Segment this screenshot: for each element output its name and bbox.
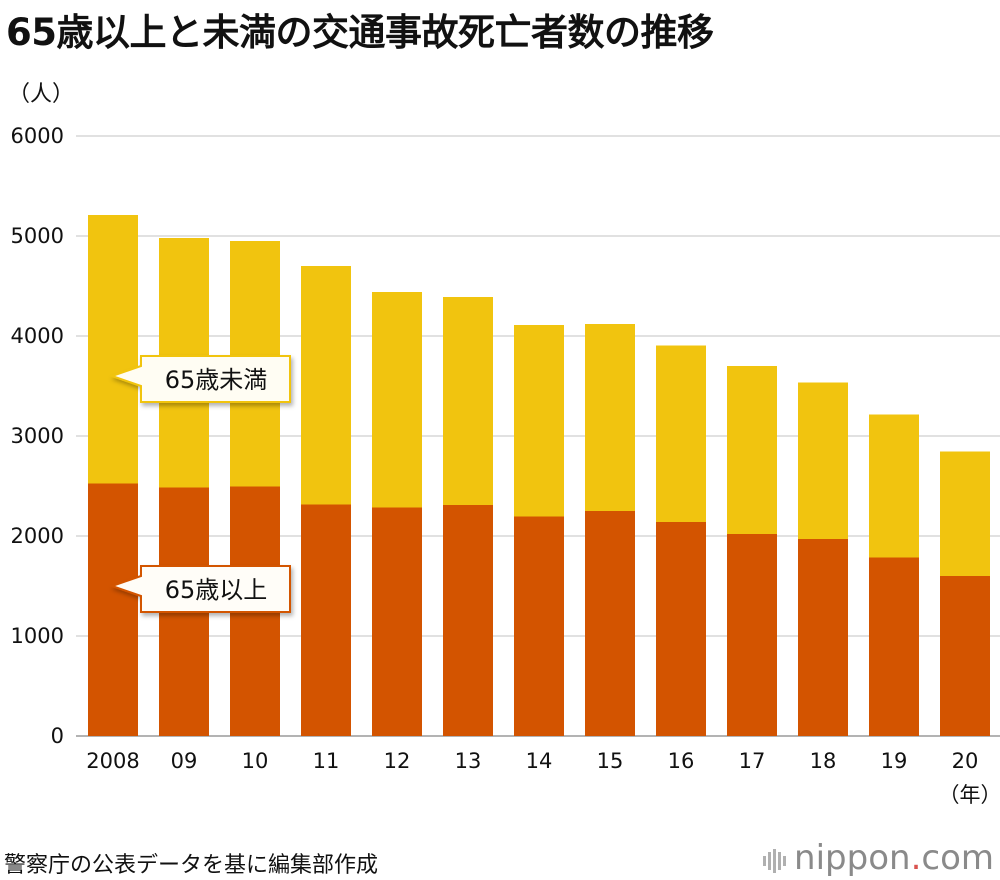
callout-over-65-label: 65歳以上 [165, 576, 268, 604]
bar-segment-over-65 [656, 522, 706, 736]
bar-segment-over-65 [727, 534, 777, 736]
callout-over-65-box [108, 565, 291, 613]
y-tick-label: 3000 [11, 424, 64, 448]
y-axis-unit: （人） [8, 82, 75, 107]
bar-segment-under-65 [798, 382, 848, 539]
bars [88, 215, 990, 736]
x-axis-ticks: 2008 09 10 11 12 13 14 15 16 17 18 19 20 [86, 749, 978, 773]
brand-bars-icon [763, 840, 788, 880]
callout-over-65: 65歳以上 [108, 565, 291, 613]
bar-segment-over-65 [372, 507, 422, 736]
x-tick-label: 12 [384, 749, 411, 773]
x-tick-label: 2008 [86, 749, 139, 773]
bar-segment-under-65 [88, 215, 138, 484]
bar-segment-under-65 [940, 451, 990, 576]
bar-segment-under-65 [727, 366, 777, 534]
y-tick-label: 5000 [11, 224, 64, 248]
x-tick-label: 09 [171, 749, 198, 773]
bar-segment-over-65 [869, 557, 919, 736]
bar-segment-under-65 [656, 345, 706, 522]
bar-segment-over-65 [514, 516, 564, 736]
y-tick-label: 0 [51, 724, 64, 748]
y-axis-ticks: 0 1000 2000 3000 4000 5000 6000 [11, 124, 64, 748]
brand-logo: nippon.com [763, 838, 994, 880]
x-tick-label: 15 [597, 749, 624, 773]
bar-segment-under-65 [869, 414, 919, 558]
bar-segment-over-65 [88, 483, 138, 736]
source-note: 警察庁の公表データを基に編集部作成 [4, 853, 379, 878]
y-tick-label: 1000 [11, 624, 64, 648]
y-tick-label: 6000 [11, 124, 64, 148]
bar-segment-over-65 [585, 511, 635, 736]
x-tick-label: 10 [242, 749, 269, 773]
callout-under-65-label: 65歳未満 [165, 366, 268, 394]
x-axis-unit: （年） [939, 783, 1000, 807]
bar-segment-over-65 [301, 504, 351, 736]
bar-segment-under-65 [443, 297, 493, 505]
x-tick-label: 14 [526, 749, 553, 773]
x-tick-label: 18 [810, 749, 837, 773]
bar-segment-over-65 [940, 576, 990, 736]
x-tick-label: 16 [668, 749, 695, 773]
brand-main: nippon [794, 838, 911, 878]
brand-tld: com [921, 838, 994, 878]
x-tick-label: 13 [455, 749, 482, 773]
bar-segment-under-65 [372, 292, 422, 508]
chart-title: 65歳以上と未満の交通事故死亡者数の推移 [6, 11, 714, 54]
bar-segment-under-65 [585, 324, 635, 511]
x-tick-label: 17 [739, 749, 766, 773]
x-tick-label: 11 [313, 749, 340, 773]
bar-segment-under-65 [514, 325, 564, 517]
y-tick-label: 2000 [11, 524, 64, 548]
x-tick-label: 20 [952, 749, 979, 773]
y-tick-label: 4000 [11, 324, 64, 348]
callout-under-65-box [108, 355, 291, 403]
x-tick-label: 19 [881, 749, 908, 773]
bar-segment-over-65 [798, 539, 848, 736]
brand-dot: . [910, 838, 922, 878]
callout-under-65: 65歳未満 [108, 355, 291, 403]
bar-segment-over-65 [443, 505, 493, 736]
bar-segment-under-65 [301, 266, 351, 505]
